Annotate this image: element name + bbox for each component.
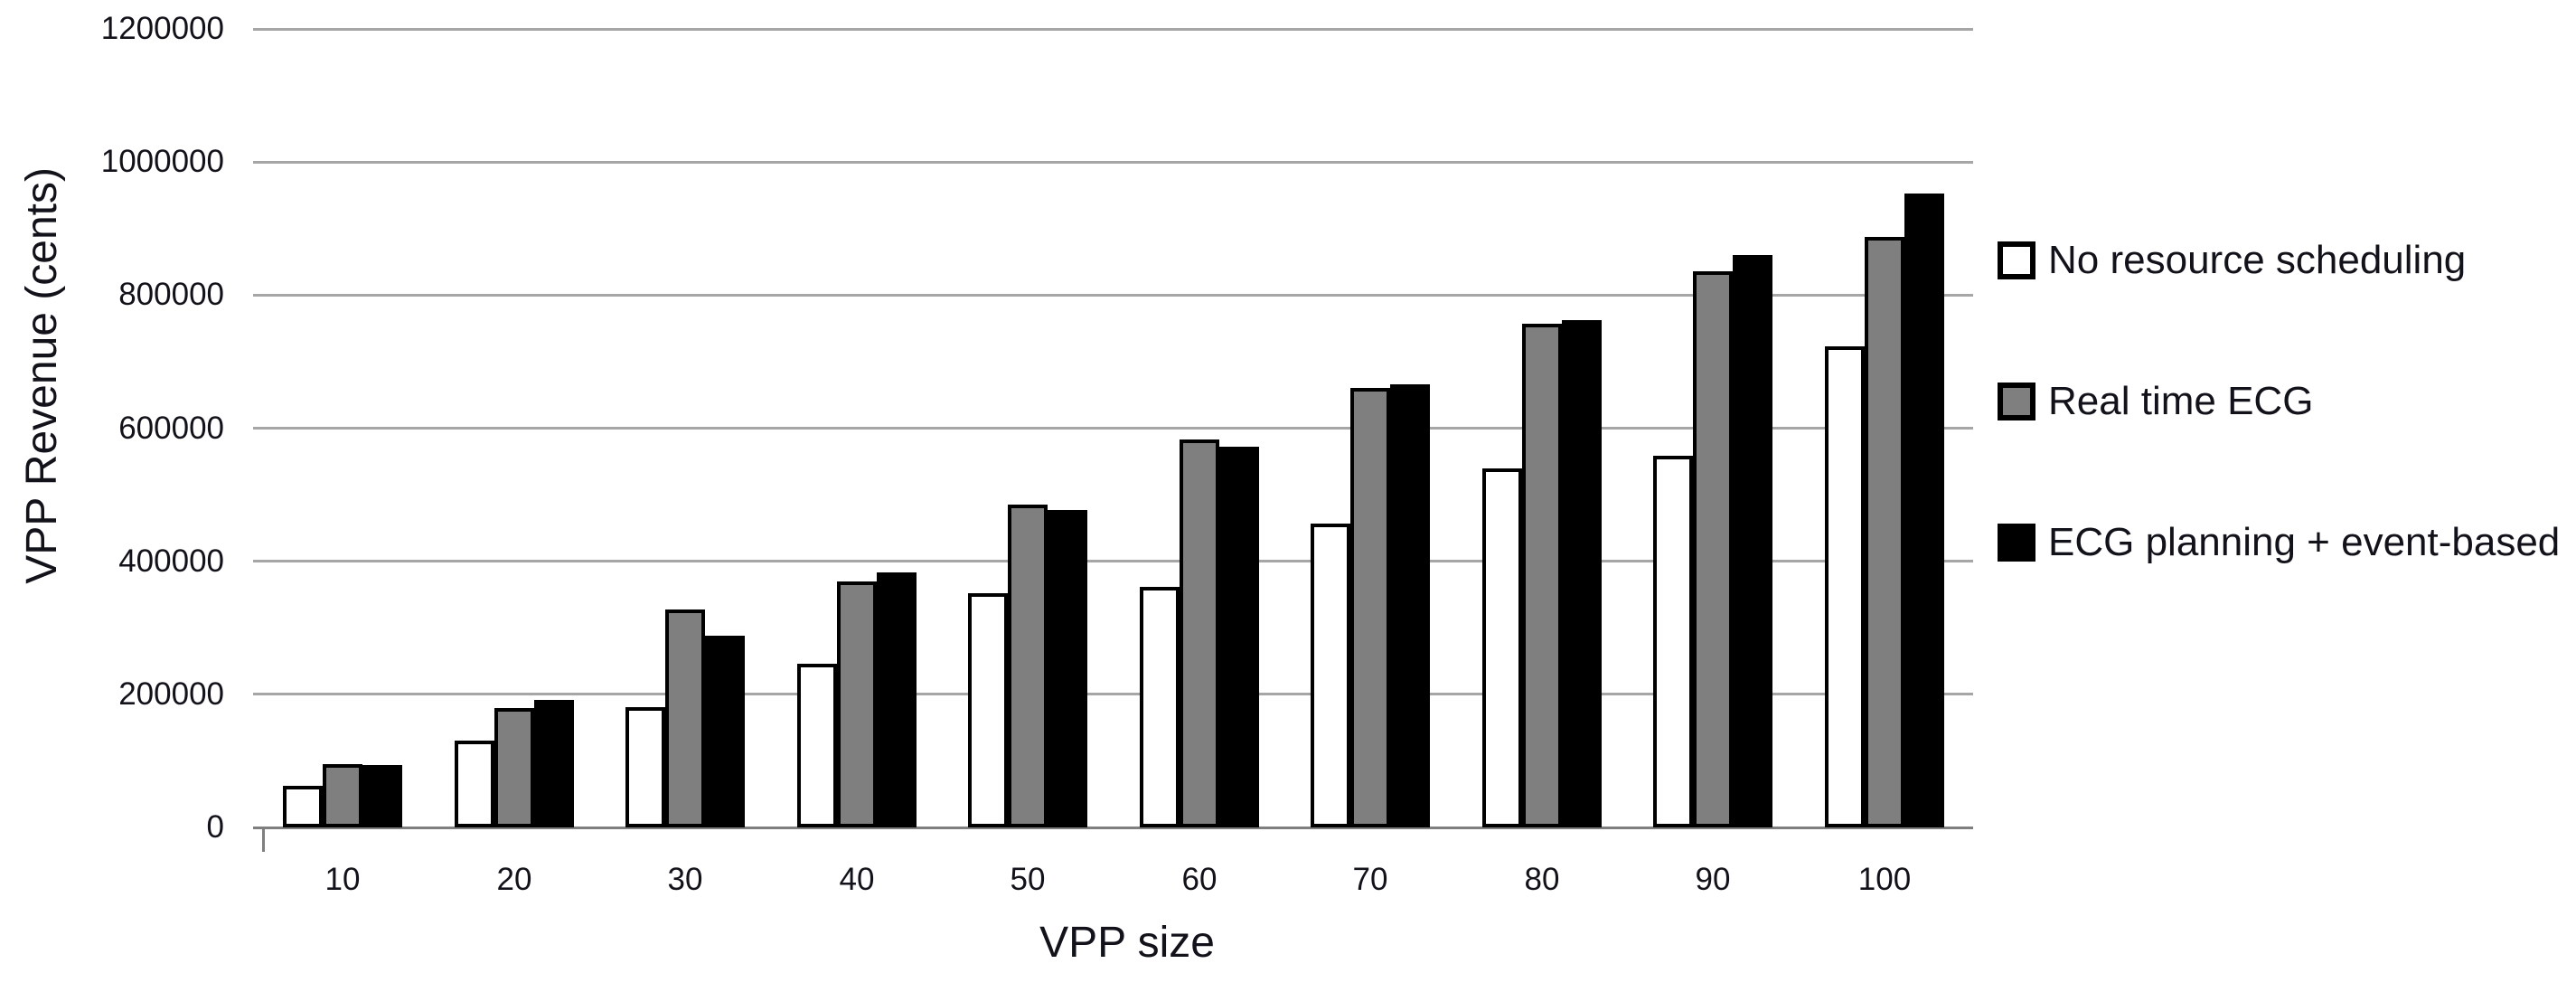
bar — [705, 636, 745, 827]
legend-label: ECG planning + event-based — [2048, 520, 2561, 564]
x-tick-label: 60 — [1181, 862, 1217, 897]
x-tick-label: 90 — [1695, 862, 1731, 897]
x-axis-title: VPP size — [1039, 919, 1215, 967]
bar — [1180, 439, 1219, 827]
y-axis-title: VPP Revenue (cents) — [4, 145, 80, 606]
bar — [1140, 587, 1180, 827]
x-tick-label: 30 — [667, 862, 703, 897]
x-tick-label: 70 — [1352, 862, 1388, 897]
y-axis-origin-tick — [262, 827, 265, 852]
legend-item: No resource scheduling — [1998, 237, 2560, 284]
bar — [283, 786, 323, 827]
bar — [362, 765, 402, 827]
bar — [1733, 255, 1772, 827]
bar — [1693, 271, 1733, 827]
legend-swatch-icon — [1998, 524, 2035, 562]
bar — [968, 593, 1008, 827]
y-tick-label: 200000 — [118, 676, 224, 712]
gridline — [253, 27, 1973, 31]
gridline — [253, 293, 1973, 297]
bar — [1390, 384, 1430, 827]
legend-swatch-icon — [1998, 383, 2035, 420]
x-tick-label: 20 — [496, 862, 532, 897]
bar — [1825, 346, 1865, 827]
x-tick-label: 100 — [1857, 862, 1912, 897]
bar — [1653, 456, 1693, 827]
bar — [1562, 320, 1602, 827]
legend-item: Real time ECG — [1998, 378, 2560, 425]
bar — [1048, 510, 1087, 827]
y-tick-label: 800000 — [118, 277, 224, 313]
gridline — [253, 427, 1973, 430]
bar — [797, 664, 837, 827]
bar — [1350, 388, 1390, 827]
y-tick-label: 400000 — [118, 543, 224, 579]
y-tick-label: 1000000 — [100, 144, 224, 180]
bar — [455, 741, 494, 827]
y-tick-label: 0 — [206, 809, 224, 845]
legend-swatch-icon — [1998, 241, 2035, 279]
y-tick-label: 1200000 — [100, 11, 224, 46]
legend: No resource scheduling Real time ECG ECG p… — [1998, 237, 2560, 566]
x-tick-label: 10 — [324, 862, 361, 897]
gridline — [253, 160, 1973, 164]
bar — [877, 572, 917, 827]
bar — [1219, 447, 1259, 827]
x-tick-label: 50 — [1010, 862, 1046, 897]
bar — [665, 609, 705, 827]
bar — [494, 708, 534, 827]
bar — [534, 700, 574, 827]
bar — [1865, 237, 1904, 827]
bar — [323, 764, 362, 827]
gridline — [253, 693, 1973, 696]
x-tick-label: 40 — [839, 862, 875, 897]
legend-label: No resource scheduling — [2048, 238, 2467, 282]
bar — [1311, 524, 1350, 827]
legend-label: Real time ECG — [2048, 379, 2314, 423]
bar — [1522, 324, 1562, 827]
bar — [1482, 468, 1522, 827]
bar — [837, 581, 877, 827]
bar — [625, 707, 665, 827]
gridline — [253, 560, 1973, 563]
x-axis-line — [253, 826, 1973, 829]
y-tick-label: 600000 — [118, 410, 224, 446]
bar — [1008, 505, 1048, 827]
y-axis-title-text: VPP Revenue (cents) — [17, 166, 66, 584]
x-tick-label: 80 — [1524, 862, 1560, 897]
bar — [1904, 194, 1944, 827]
legend-item: ECG planning + event-based — [1998, 519, 2560, 566]
